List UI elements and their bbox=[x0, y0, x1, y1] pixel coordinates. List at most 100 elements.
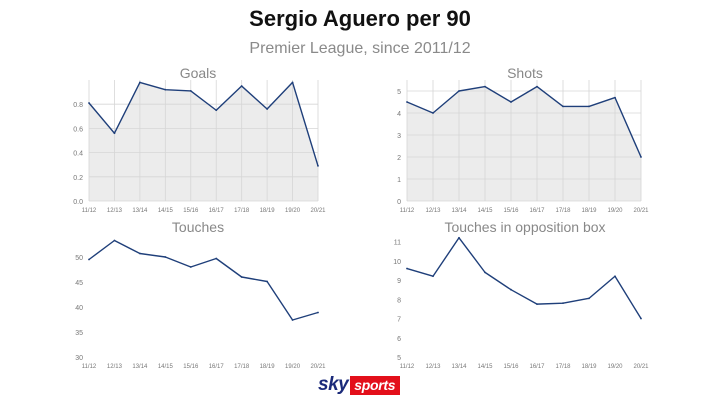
data-point bbox=[458, 90, 460, 92]
data-point bbox=[562, 105, 564, 108]
x-tick-label: 16/17 bbox=[529, 208, 545, 214]
data-point bbox=[484, 271, 486, 274]
y-tick-label: 0.6 bbox=[73, 126, 83, 133]
y-tick-label: 40 bbox=[75, 305, 83, 312]
data-point bbox=[215, 109, 218, 112]
y-tick-label: 0.4 bbox=[73, 151, 83, 158]
x-tick-label: 11/12 bbox=[82, 208, 97, 214]
data-point bbox=[291, 81, 294, 84]
data-point bbox=[432, 112, 434, 114]
series-line bbox=[406, 237, 642, 319]
panel-title: Touches in opposition box bbox=[444, 219, 605, 235]
x-tick-label: 11/12 bbox=[82, 364, 97, 370]
x-tick-label: 17/18 bbox=[234, 208, 250, 214]
x-tick-label: 14/15 bbox=[477, 364, 493, 370]
y-tick-label: 9 bbox=[397, 278, 401, 285]
data-point bbox=[614, 96, 616, 99]
x-tick-label: 19/20 bbox=[285, 208, 301, 214]
y-tick-label: 30 bbox=[75, 355, 83, 362]
x-tick-label: 13/14 bbox=[451, 364, 467, 370]
data-point bbox=[510, 101, 512, 103]
x-tick-label: 16/17 bbox=[209, 208, 225, 214]
data-point bbox=[406, 101, 408, 103]
data-point bbox=[266, 280, 269, 283]
x-tick-label: 15/16 bbox=[183, 208, 199, 214]
logo-sky-text: sky bbox=[318, 374, 349, 395]
data-point bbox=[458, 236, 460, 239]
x-tick-label: 17/18 bbox=[555, 364, 571, 370]
y-tick-label: 50 bbox=[75, 255, 83, 262]
data-point bbox=[406, 267, 408, 270]
panel-title: Goals bbox=[180, 65, 217, 81]
y-tick-label: 0.2 bbox=[73, 175, 83, 182]
series-line bbox=[88, 239, 319, 321]
data-point bbox=[588, 105, 590, 108]
x-tick-label: 13/14 bbox=[132, 208, 148, 214]
x-tick-label: 16/17 bbox=[209, 364, 225, 370]
x-tick-label: 12/13 bbox=[425, 364, 441, 370]
series-line bbox=[406, 85, 642, 158]
x-tick-label: 18/19 bbox=[581, 364, 597, 370]
y-tick-label: 2 bbox=[397, 155, 401, 162]
x-tick-label: 18/19 bbox=[260, 364, 276, 370]
y-tick-label: 3 bbox=[397, 133, 401, 140]
y-tick-label: 7 bbox=[397, 317, 401, 324]
data-point bbox=[189, 89, 192, 92]
x-tick-label: 15/16 bbox=[503, 208, 519, 214]
y-tick-label: 0 bbox=[397, 199, 401, 206]
area-fill bbox=[89, 82, 318, 201]
x-tick-label: 20/21 bbox=[310, 208, 326, 214]
data-point bbox=[317, 165, 319, 167]
data-point bbox=[432, 275, 434, 278]
x-tick-label: 20/21 bbox=[633, 364, 649, 370]
data-point bbox=[164, 88, 167, 91]
data-point bbox=[536, 85, 538, 88]
x-tick-label: 15/16 bbox=[183, 364, 199, 370]
data-point bbox=[240, 276, 243, 278]
y-tick-label: 11 bbox=[394, 240, 401, 247]
x-tick-label: 12/13 bbox=[425, 208, 441, 214]
data-point bbox=[640, 317, 642, 320]
data-point bbox=[588, 297, 590, 300]
y-tick-label: 6 bbox=[397, 336, 401, 343]
data-point bbox=[266, 108, 269, 110]
y-tick-label: 5 bbox=[397, 89, 401, 96]
x-tick-label: 14/15 bbox=[158, 208, 174, 214]
chart-title: Sergio Aguero per 90 bbox=[249, 6, 471, 31]
x-tick-label: 18/19 bbox=[581, 208, 597, 214]
panel-title: Touches bbox=[172, 219, 224, 235]
y-tick-label: 35 bbox=[75, 330, 83, 337]
chart-panel-3: Touches in opposition box 5 6 7 8 9 10 11 11/12 1… bbox=[393, 219, 649, 370]
x-tick-label: 14/15 bbox=[158, 364, 174, 370]
y-tick-label: 1 bbox=[397, 177, 401, 184]
data-point bbox=[291, 319, 294, 321]
data-point bbox=[536, 303, 538, 306]
y-tick-label: 0.8 bbox=[73, 102, 83, 109]
data-point bbox=[215, 257, 218, 260]
data-point bbox=[562, 302, 564, 305]
y-tick-label: 5 bbox=[397, 355, 401, 362]
x-tick-label: 17/18 bbox=[234, 364, 250, 370]
chart-panel-2: Touches 30 35 40 45 50 11/12 12/13 13/14 14/15 15/… bbox=[75, 219, 326, 370]
area-fill bbox=[407, 86, 641, 201]
panel-title: Shots bbox=[507, 65, 543, 81]
data-point bbox=[113, 132, 116, 135]
y-tick-label: 8 bbox=[397, 297, 401, 304]
data-point bbox=[614, 275, 616, 278]
data-point bbox=[484, 85, 486, 88]
chart-panel-1: Shots 0 1 2 3 4 5 11/12 12/13 13/14 14/15 15/16 16/1… bbox=[397, 65, 649, 214]
data-point bbox=[113, 239, 116, 242]
data-point bbox=[164, 256, 167, 258]
x-tick-label: 14/15 bbox=[477, 208, 493, 214]
x-tick-label: 20/21 bbox=[310, 364, 326, 370]
logo-sports-text: sports bbox=[350, 375, 401, 395]
data-point bbox=[88, 102, 90, 104]
data-point bbox=[88, 258, 90, 261]
x-tick-label: 19/20 bbox=[607, 208, 623, 214]
data-point bbox=[138, 252, 141, 255]
x-tick-label: 17/18 bbox=[555, 208, 571, 214]
data-point bbox=[138, 81, 141, 84]
sky-sports-logo: sky sports bbox=[318, 374, 401, 396]
x-tick-label: 13/14 bbox=[132, 364, 148, 370]
